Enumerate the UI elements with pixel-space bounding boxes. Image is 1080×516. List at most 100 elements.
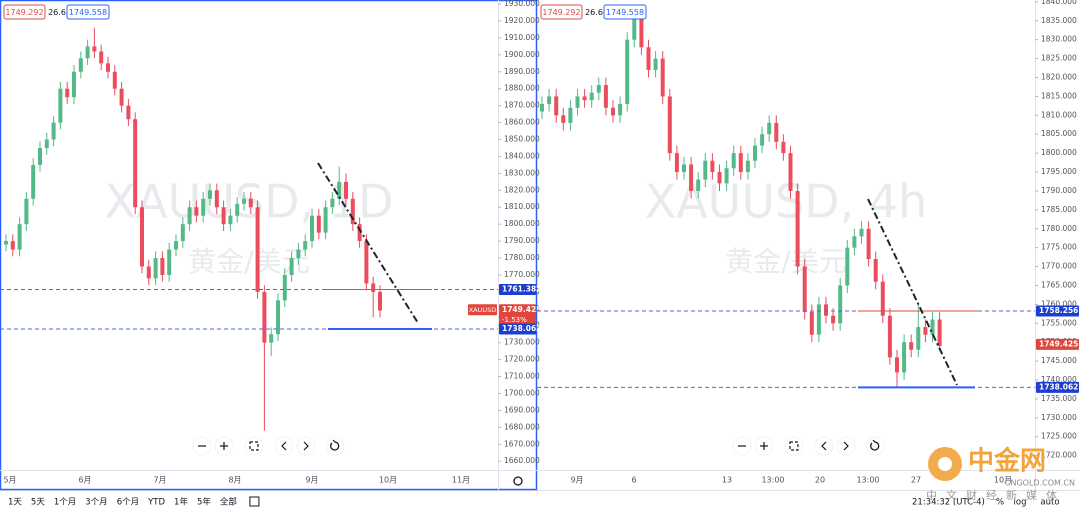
candle-body [378, 291, 382, 311]
icon [843, 441, 849, 451]
x-tick-label: 9月 [570, 476, 583, 485]
candle-body [78, 58, 83, 72]
nav-button[interactable] [814, 436, 834, 456]
y-tick-label: 1900.000 [504, 50, 540, 59]
nav-button[interactable] [784, 436, 804, 456]
y-tick-label: 1830.000 [504, 168, 540, 177]
candle-body [282, 274, 287, 301]
x-tick-label: 20 [815, 476, 825, 485]
x-tick-label: 8月 [228, 476, 241, 485]
y-tick-label: 1795.000 [1041, 167, 1077, 176]
x-tick-label: 10月 [379, 476, 397, 485]
price-label-box [1036, 381, 1079, 393]
y-tick-label: 1765.000 [1041, 280, 1077, 289]
header-value: 26.6 [585, 8, 603, 17]
y-tick-label: 1840.000 [504, 151, 540, 160]
active-panel-border [0, 0, 538, 491]
candle-body [364, 241, 369, 284]
y-tick-label: 1860.000 [504, 118, 540, 127]
y-tick-label: 1725.000 [1041, 432, 1077, 441]
range-button[interactable]: 5天 [31, 498, 45, 508]
candle-body [781, 141, 786, 154]
option-button[interactable]: % [996, 498, 1004, 508]
candle-body [674, 153, 679, 173]
y-tick-label: 1830.000 [1041, 35, 1077, 44]
y-tick-label: 1790.000 [1041, 186, 1077, 195]
candle-body [174, 241, 178, 250]
y-tick-label: 1910.000 [504, 33, 540, 42]
candle-body [582, 96, 587, 101]
y-tick-label: 1720.000 [504, 355, 540, 364]
range-button[interactable]: YTD [147, 498, 165, 508]
candle-body [214, 190, 219, 208]
calendar-button[interactable] [249, 496, 260, 507]
nav-button[interactable] [274, 436, 294, 456]
candle-body [344, 181, 348, 199]
candle-body [540, 103, 544, 112]
candle-body [618, 103, 623, 116]
header-value: 26.6 [48, 8, 66, 17]
nav-button[interactable] [865, 436, 885, 456]
trend-line [867, 198, 958, 386]
range-button[interactable]: 3个月 [85, 498, 107, 508]
y-tick-label: 1745.000 [1041, 356, 1077, 365]
y-tick-label: 1820.000 [504, 185, 540, 194]
x-tick-label: 27 [911, 476, 921, 485]
candle-body [221, 207, 226, 225]
clock: 21:34:32 (UTC-4) [912, 498, 985, 508]
candle-body [554, 96, 559, 116]
range-button[interactable]: 1个月 [54, 498, 76, 508]
candle-body [323, 207, 328, 233]
candle-body [809, 311, 814, 335]
price-label: 1749.425 [502, 305, 541, 314]
header-box [540, 4, 583, 20]
x-tick-label: 13:00 [761, 476, 784, 485]
candle-body [738, 153, 743, 173]
icon [330, 439, 340, 451]
candle-body [802, 266, 807, 312]
settings-button[interactable] [513, 476, 523, 486]
range-button[interactable]: 1年 [174, 497, 188, 508]
y-tick-label: 1770.000 [1041, 262, 1077, 271]
candle-body [187, 207, 192, 225]
nav-button[interactable] [296, 436, 316, 456]
nav-button[interactable] [836, 436, 856, 456]
candle-body [4, 241, 8, 245]
range-button[interactable]: 全部 [220, 497, 238, 508]
candle-body [753, 145, 757, 161]
y-tick-label: 1730.000 [1041, 413, 1077, 422]
candle-body [140, 207, 144, 267]
y-tick-label: 1785.000 [1041, 205, 1077, 214]
icon [303, 441, 309, 451]
candle-body [153, 258, 158, 279]
candle-body [208, 190, 212, 199]
option-button[interactable]: log [1014, 498, 1027, 508]
candle-body [160, 258, 165, 275]
price-label-box [1036, 338, 1079, 350]
icon [870, 439, 880, 451]
candle-body [611, 107, 615, 116]
candle-body [916, 327, 921, 350]
candle-body [653, 58, 658, 70]
y-tick-label: 1720.000 [1041, 451, 1077, 460]
candle-body [788, 153, 793, 191]
y-tick-label: 1700.000 [504, 388, 540, 397]
y-tick-label: 1880.000 [504, 84, 540, 93]
x-tick-label: 6月 [78, 476, 91, 485]
y-tick-label: 1920.000 [504, 16, 540, 25]
candle-body [873, 259, 878, 282]
x-tick-label: 13:00 [856, 476, 879, 485]
range-button[interactable]: 5年 [197, 497, 211, 508]
y-tick-label: 1810.000 [1041, 110, 1077, 119]
nav-button[interactable] [325, 436, 345, 456]
candle-body [575, 96, 580, 108]
range-button[interactable]: 6个月 [117, 498, 139, 508]
range-button[interactable]: 1天 [8, 498, 22, 508]
x-tick-label: 5月 [3, 476, 16, 485]
candle-body [838, 285, 843, 324]
option-button[interactable]: auto [1040, 498, 1059, 508]
nav-button[interactable] [244, 436, 264, 456]
candle-body [632, 17, 637, 40]
